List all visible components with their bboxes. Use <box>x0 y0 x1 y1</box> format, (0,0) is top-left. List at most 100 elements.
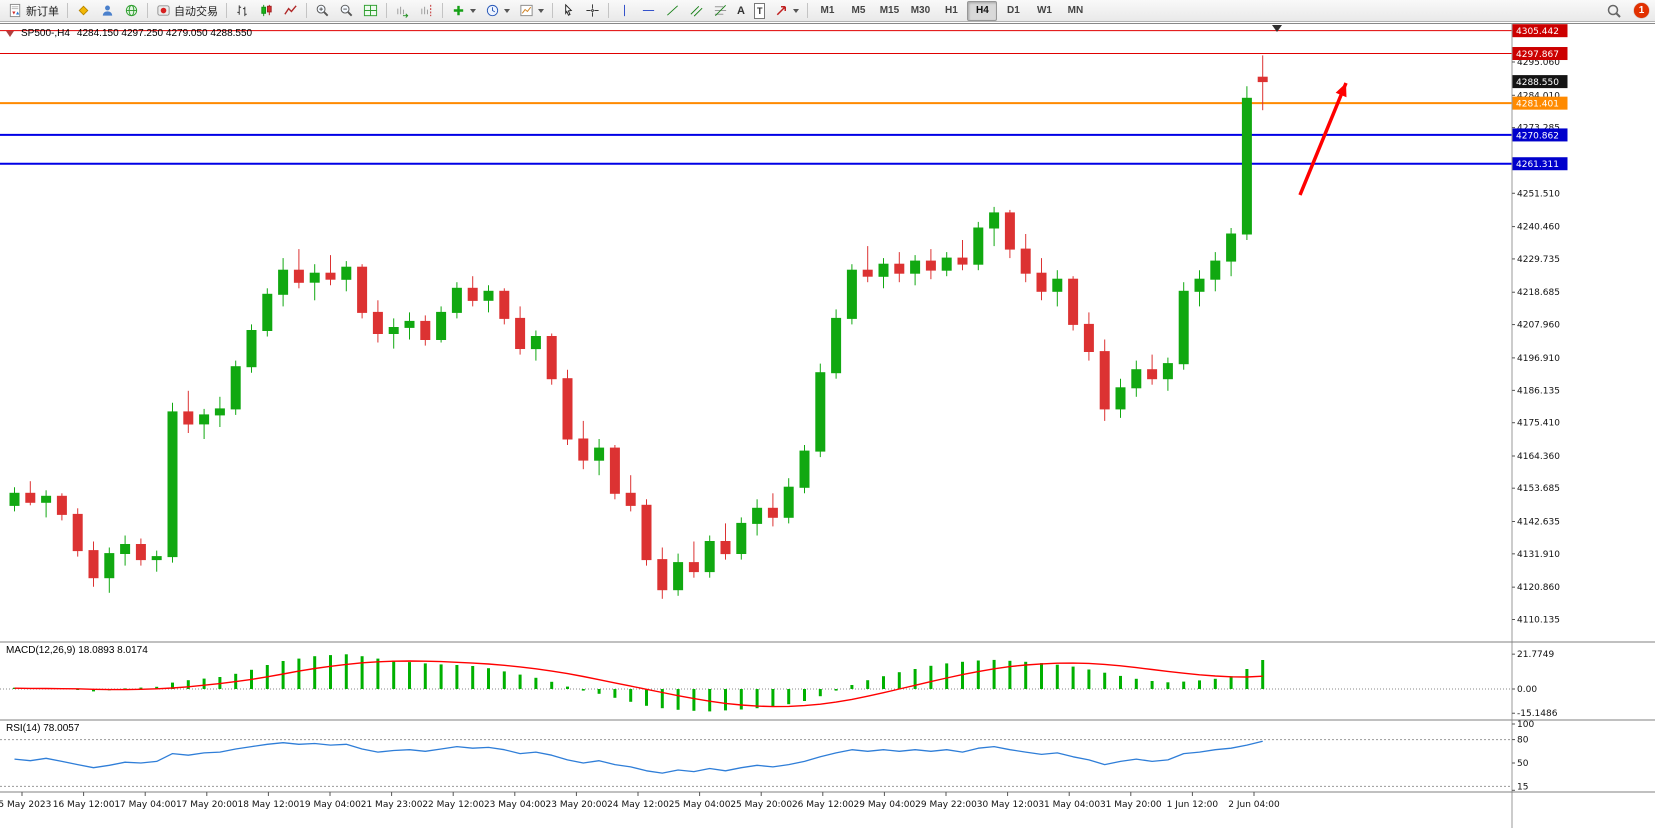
svg-text:26 May 12:00: 26 May 12:00 <box>792 800 854 810</box>
tf-m15-button[interactable]: M15 <box>879 5 900 16</box>
channel-tool-button[interactable] <box>685 0 708 22</box>
svg-text:4207.960: 4207.960 <box>1517 321 1560 331</box>
notification-badge[interactable]: 1 <box>1634 3 1649 18</box>
globe-icon <box>125 4 138 17</box>
person-icon <box>102 5 113 16</box>
macd-panel: 21.7749 0.00 -15.1486 <box>0 650 1558 719</box>
zoom-in-button[interactable] <box>311 0 334 22</box>
fibonacci-tool-button[interactable] <box>709 0 732 22</box>
auto-trading-label: 自动交易 <box>174 5 218 18</box>
candlestick-series <box>9 55 1268 599</box>
search-button[interactable] <box>1602 0 1626 22</box>
separator <box>442 3 443 18</box>
svg-text:21 May 23:00: 21 May 23:00 <box>361 800 423 810</box>
separator <box>807 3 809 18</box>
cursor-icon <box>565 3 573 16</box>
ohlc-bars-icon <box>237 5 247 17</box>
chart-window[interactable]: 4295.0604284.0104273.2854251.5104240.460… <box>0 23 1655 828</box>
svg-text:4186.135: 4186.135 <box>1517 386 1560 396</box>
auto-scroll-button[interactable] <box>391 0 414 22</box>
svg-text:4270.862: 4270.862 <box>1516 131 1559 141</box>
separator <box>552 3 553 18</box>
svg-text:18 May 12:00: 18 May 12:00 <box>238 800 300 810</box>
cursor-tool-button[interactable] <box>557 0 580 22</box>
new-order-icon <box>9 3 21 18</box>
chart-ohlc-values: 4284.150 4297.250 4279.050 4288.550 <box>76 28 253 39</box>
trendline-tool-button[interactable] <box>661 0 684 22</box>
arrows-tool-button[interactable] <box>770 0 803 22</box>
crosshair-tool-button[interactable] <box>581 0 604 22</box>
tf-m1-button[interactable]: M1 <box>820 5 835 16</box>
svg-text:0.00: 0.00 <box>1517 685 1537 695</box>
trend-arrow[interactable] <box>1298 82 1348 196</box>
svg-text:23 May 20:00: 23 May 20:00 <box>546 800 608 810</box>
svg-text:4284.010: 4284.010 <box>1517 91 1560 101</box>
chart-canvas[interactable]: 4295.0604284.0104273.2854251.5104240.460… <box>0 23 1655 828</box>
chart-ohlc-header: SP500-,H4 4284.150 4297.250 4279.050 428… <box>6 28 252 39</box>
svg-text:19 May 04:00: 19 May 04:00 <box>299 800 361 810</box>
horizontal-line-tool-button[interactable] <box>637 0 660 22</box>
tf-h1-button[interactable]: H1 <box>945 5 958 16</box>
text-tool-icon: A <box>737 4 745 17</box>
bar-chart-mode-button[interactable] <box>231 0 254 22</box>
market-button[interactable] <box>72 0 95 22</box>
svg-text:4261.311: 4261.311 <box>1516 160 1559 170</box>
tile-windows-button[interactable] <box>359 0 382 22</box>
svg-text:4120.860: 4120.860 <box>1517 583 1560 593</box>
auto-trading-button[interactable]: 自动交易 <box>152 0 222 22</box>
chart-shift-icon <box>421 4 432 17</box>
svg-text:16 May 12:00: 16 May 12:00 <box>53 800 115 810</box>
label-tool-button[interactable]: T <box>750 0 770 22</box>
svg-text:25 May 04:00: 25 May 04:00 <box>669 800 731 810</box>
tf-m30-button[interactable]: M30 <box>910 5 931 16</box>
svg-text:4131.910: 4131.910 <box>1517 550 1560 560</box>
svg-text:23 May 04:00: 23 May 04:00 <box>484 800 546 810</box>
svg-text:4288.550: 4288.550 <box>1516 78 1559 88</box>
periods-button[interactable] <box>481 0 514 22</box>
separator <box>147 3 148 18</box>
svg-text:4251.510: 4251.510 <box>1517 189 1560 199</box>
svg-text:29 May 04:00: 29 May 04:00 <box>854 800 916 810</box>
vertical-line-tool-button[interactable] <box>613 0 636 22</box>
new-order-button[interactable]: 新订单 <box>4 0 63 22</box>
svg-text:4281.401: 4281.401 <box>1516 100 1559 110</box>
chevron-down-icon <box>504 8 510 13</box>
tf-d1-button[interactable]: D1 <box>1007 5 1020 16</box>
tf-mn-button[interactable]: MN <box>1067 5 1084 16</box>
separator <box>306 3 307 18</box>
candlestick-mode-button[interactable] <box>255 0 278 22</box>
tf-m5-button[interactable]: M5 <box>851 5 866 16</box>
text-tool-button[interactable]: A <box>733 0 749 22</box>
templates-button[interactable] <box>515 0 548 22</box>
svg-text:4240.460: 4240.460 <box>1517 223 1560 233</box>
fibonacci-icon <box>714 5 727 16</box>
level-lines[interactable] <box>0 30 1512 165</box>
arrow-up-right-icon <box>777 6 787 16</box>
separator <box>67 3 68 18</box>
rsi-panel: 100 80 50 15 <box>0 720 1534 793</box>
svg-text:4153.685: 4153.685 <box>1517 484 1560 494</box>
chart-shift-button[interactable] <box>415 0 438 22</box>
svg-text:4297.867: 4297.867 <box>1516 50 1559 60</box>
price-axis-labels: 4295.0604284.0104273.2854251.5104240.460… <box>1512 58 1560 625</box>
svg-text:4218.685: 4218.685 <box>1517 288 1560 298</box>
tile-windows-icon <box>363 4 378 17</box>
community-button[interactable] <box>120 0 143 22</box>
svg-text:50: 50 <box>1517 759 1529 769</box>
svg-text:24 May 12:00: 24 May 12:00 <box>607 800 669 810</box>
channel-icon <box>690 5 703 17</box>
clock-icon <box>486 4 499 17</box>
indicators-button[interactable] <box>447 0 480 22</box>
line-chart-mode-button[interactable] <box>279 0 302 22</box>
profile-button[interactable] <box>96 0 119 22</box>
svg-text:-15.1486: -15.1486 <box>1517 709 1558 719</box>
tf-h4-button[interactable]: H4 <box>967 0 998 21</box>
svg-text:4229.735: 4229.735 <box>1517 255 1560 265</box>
tf-w1-button[interactable]: W1 <box>1036 5 1052 16</box>
main-toolbar: 新订单 自动交易 <box>0 0 1655 22</box>
svg-text:31 May 04:00: 31 May 04:00 <box>1038 800 1100 810</box>
zoom-out-button[interactable] <box>335 0 358 22</box>
separator <box>608 3 609 18</box>
